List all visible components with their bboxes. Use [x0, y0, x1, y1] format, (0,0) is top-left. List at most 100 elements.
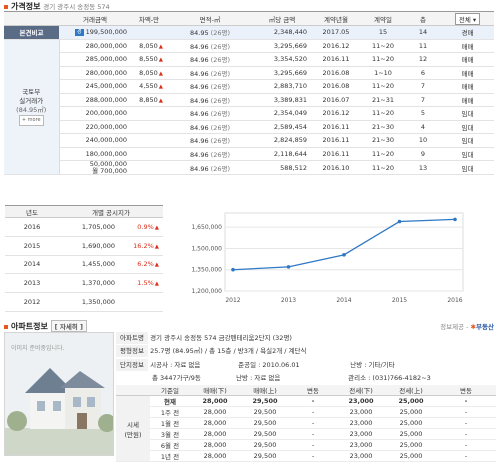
unit-price: 2,824,859 [253, 133, 311, 148]
floor: 11 [405, 39, 441, 53]
floor: 9 [405, 147, 441, 161]
market-j-high: 25,000 [386, 406, 436, 418]
area-pyeong: (26평) [210, 56, 230, 65]
market-s-chg: - [290, 417, 336, 429]
apt-office: 관리소 : (031)766-4182~3 [348, 374, 431, 382]
molit-side-label: 국토부 실거래가 (84.95㎡) + more [4, 39, 60, 175]
year: 2015 [5, 236, 59, 256]
public-price-row: 2012 1,350,000 [5, 292, 163, 312]
market-s-high: 29,500 [240, 395, 290, 407]
data-point [231, 267, 235, 272]
area-value: 84.96 [189, 110, 209, 119]
diff-cell [131, 133, 167, 148]
market-s-high: 29,500 [240, 417, 290, 429]
market-date: 6월 전 [150, 439, 190, 451]
unit-price: 3,354,520 [253, 52, 311, 67]
contract-ym: 2016.11 [311, 133, 361, 148]
price-cell: 280,000,000 [59, 66, 131, 80]
public-price-value: 1,690,000 [59, 236, 119, 256]
provider-label: 정보제공 - [440, 323, 469, 331]
area-cell: 84.96 (26평) [167, 93, 253, 107]
base-type: 경매 [441, 25, 494, 40]
diff-cell: 8,050▲ [131, 39, 167, 53]
y-tick-label: 1,500,000 [191, 245, 222, 252]
base-unit: 2,348,440 [253, 25, 311, 40]
bullet-icon [4, 324, 8, 329]
market-row: 1주 전 28,000 29,500-23,000 25,000- [116, 406, 496, 418]
diff-cell [131, 120, 167, 134]
area-cell: 84.96 (26평) [167, 133, 253, 148]
apt-name-value: 경기 광주시 송정동 574 금강펜테리움2단지 (32평) [150, 334, 292, 342]
area-cell: 84.96 (26평) [167, 52, 253, 67]
up-arrow-icon: ▲ [154, 262, 159, 269]
price-row: 245,000,000 4,550▲ 84.96 (26평) 2,883,710 201… [4, 79, 494, 94]
market-j-low: 23,000 [336, 395, 386, 407]
data-point [286, 265, 291, 269]
price-cell: 245,000,000 [59, 79, 131, 94]
market-date: 1주 전 [150, 406, 190, 418]
image-caption: 이미지 준비중입니다. [11, 345, 65, 352]
unit-price: 588,512 [253, 160, 311, 175]
contract-day: 11~20 [361, 160, 405, 175]
filter-select-cell: 전체 ▾ [441, 11, 494, 26]
market-date: 1월 전 [150, 417, 190, 429]
x-tick-label: 2016 [447, 297, 462, 304]
monthly-rent-value: 월 700,000 [92, 166, 127, 175]
contract-day: 21~31 [361, 93, 405, 107]
price-table: 거래금액 차액-만 면적-㎡ ㎡당 금액 계약년월 계약일 층 전체 ▾ 본견비… [4, 11, 494, 175]
contract-day: 11~20 [361, 147, 405, 161]
apt-size-row: 평형정보 25.7평 (84.95㎡) / 총 15층 / 방3개 / 욕실2개… [116, 345, 306, 357]
filter-select[interactable]: 전체 ▾ [454, 12, 481, 25]
deposit-value: 50,000,000 [89, 160, 127, 168]
year: 2016 [5, 217, 59, 237]
base-compare-row: 본견비교 경 199,500,000 84.95 (26평) 2,348,440 … [4, 25, 494, 40]
deal-type: 임대 [441, 106, 494, 121]
apartment-image-placeholder: 이미지 준비중입니다. [4, 332, 114, 456]
contract-ym: 2016.11 [311, 52, 361, 67]
detail-button-label: 자세히 [59, 323, 78, 331]
market-s-high: 29,500 [240, 439, 290, 451]
up-arrow-icon: ▲ [158, 97, 163, 104]
apt-units: 총 3447가구/9동 [152, 374, 201, 382]
base-compare-label: 본견비교 [4, 25, 59, 40]
more-button[interactable]: + more [18, 114, 44, 126]
data-point [453, 217, 457, 222]
detail-button[interactable]: [ 자세히 ] [50, 320, 88, 332]
diff-cell: 8,550▲ [131, 52, 167, 67]
base-price-cell: 경 199,500,000 [59, 25, 131, 40]
price-value: 245,000,000 [85, 82, 127, 91]
auction-badge-icon: 경 [74, 28, 84, 36]
y-tick-label: 1,350,000 [191, 267, 222, 274]
apt-builder: 시공사 : 자료 없음 [150, 361, 201, 369]
price-cell: 200,000,000 [59, 106, 131, 121]
contract-day: 11~20 [361, 39, 405, 53]
price-row: 200,000,000 84.96 (26평) 2,354,049 2016.12 11… [4, 106, 494, 121]
side-label-line: 실거래가 [19, 96, 44, 105]
market-s-low: 28,000 [190, 428, 240, 440]
area-value: 84.96 [189, 137, 209, 146]
area-value: 84.96 [189, 164, 209, 173]
apt-name-label: 아파트명 [116, 332, 148, 344]
price-value: 288,000,000 [85, 95, 127, 104]
base-area: 84.95 (26평) [167, 25, 253, 40]
y-tick-label: 1,650,000 [191, 224, 222, 231]
mh-jeonse-low: 전세(下) [336, 385, 386, 396]
market-s-low: 28,000 [190, 395, 240, 407]
data-point [397, 219, 402, 224]
contract-ym: 2016.12 [311, 106, 361, 121]
market-j-low: 23,000 [336, 439, 386, 451]
deal-type: 임대 [441, 133, 494, 148]
price-value: 180,000,000 [85, 149, 127, 158]
market-s-chg: - [290, 395, 336, 407]
base-ym: 2017.05 [311, 25, 361, 40]
apt-complex-row-2: 총 3447가구/9동 난방 : 자료 없음 관리소 : (031)766-41… [116, 372, 431, 384]
public-price-row: 2014 1,455,000 6.2%▲ [5, 255, 163, 275]
market-j-chg: - [436, 395, 496, 407]
price-row: 240,000,000 84.96 (26평) 2,824,859 2016.11 21… [4, 133, 494, 148]
price-cell: 220,000,000 [59, 120, 131, 134]
price-row: 180,000,000 84.96 (26평) 2,118,644 2016.11 11… [4, 147, 494, 161]
diff-cell [131, 147, 167, 161]
market-j-chg: - [436, 439, 496, 451]
area-pyeong: (26평) [210, 164, 230, 173]
up-arrow-icon: ▲ [158, 84, 163, 91]
